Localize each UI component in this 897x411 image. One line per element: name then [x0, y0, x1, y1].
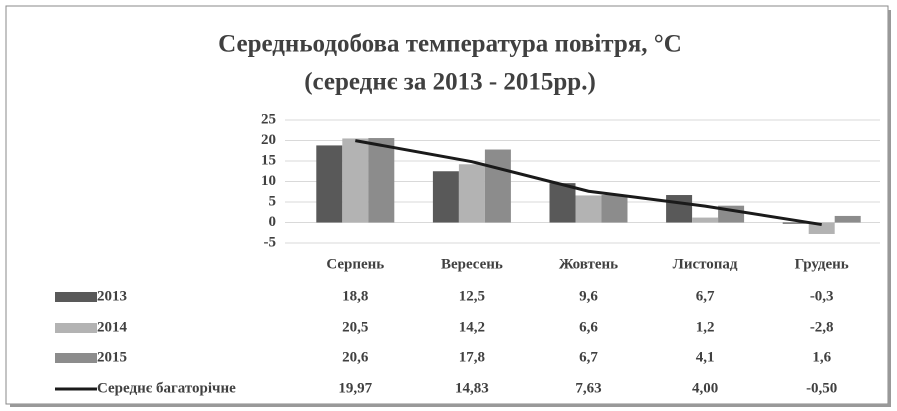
bar: [666, 195, 693, 223]
table-value: 6,6: [579, 319, 598, 335]
x-tick-label: Грудень: [795, 256, 849, 272]
table-value: 12,5: [459, 288, 485, 304]
y-tick-label: 0: [269, 214, 277, 230]
legend-key: [55, 323, 97, 333]
y-tick-label: -5: [264, 234, 277, 250]
x-tick-label: Серпень: [326, 256, 384, 272]
bar: [834, 215, 861, 223]
legend-key: [55, 292, 97, 302]
x-tick-label: Вересень: [441, 256, 503, 272]
table-value: -0,50: [806, 380, 837, 396]
table-value: 1,2: [696, 319, 715, 335]
bar: [484, 149, 511, 223]
chart-title: Середньодобова температура повітря, °С: [218, 31, 682, 58]
legend-label: 2015: [97, 349, 127, 365]
table-value: 14,2: [459, 319, 485, 335]
bar: [432, 171, 459, 223]
bar: [601, 195, 628, 223]
table-value: 17,8: [459, 349, 485, 365]
x-tick-label: Листопад: [673, 256, 738, 272]
bar: [692, 217, 719, 223]
table-value: 19,97: [338, 380, 372, 396]
table-value: 1,6: [812, 349, 831, 365]
y-tick-label: 5: [269, 193, 277, 209]
table-value: 9,6: [579, 288, 598, 304]
y-tick-label: 20: [261, 132, 276, 148]
table-value: -0,3: [810, 288, 834, 304]
legend-key: [55, 353, 97, 363]
bar: [316, 145, 343, 223]
line: [355, 139, 822, 227]
table-value: 14,83: [455, 380, 489, 396]
table-value: 20,6: [342, 349, 369, 365]
table-value: 18,8: [342, 288, 368, 304]
chart-title: (середнє за 2013 - 2015рр.): [304, 69, 596, 96]
table-value: 6,7: [579, 349, 598, 365]
bar: [342, 138, 369, 223]
table-value: 6,7: [696, 288, 715, 304]
bar: [808, 222, 835, 234]
table-value: 4,00: [692, 380, 718, 396]
y-tick-label: 25: [261, 111, 276, 127]
y-tick-label: 15: [261, 152, 276, 168]
table-value: 4,1: [696, 349, 715, 365]
table-value: 20,5: [342, 319, 368, 335]
table-value: -2,8: [810, 319, 834, 335]
y-tick-label: 10: [261, 173, 276, 189]
bar: [458, 164, 485, 223]
legend-label: 2014: [97, 319, 128, 335]
bar: [549, 183, 576, 223]
x-tick-label: Жовтень: [559, 256, 618, 272]
bar: [782, 222, 809, 224]
table-value: 7,63: [575, 380, 601, 396]
bar: [575, 195, 602, 223]
legend-label: Середнє багаторічне: [97, 380, 236, 396]
shadow: [888, 10, 891, 407]
bar: [368, 138, 395, 223]
legend-label: 2013: [97, 288, 127, 304]
shadow: [10, 404, 891, 407]
